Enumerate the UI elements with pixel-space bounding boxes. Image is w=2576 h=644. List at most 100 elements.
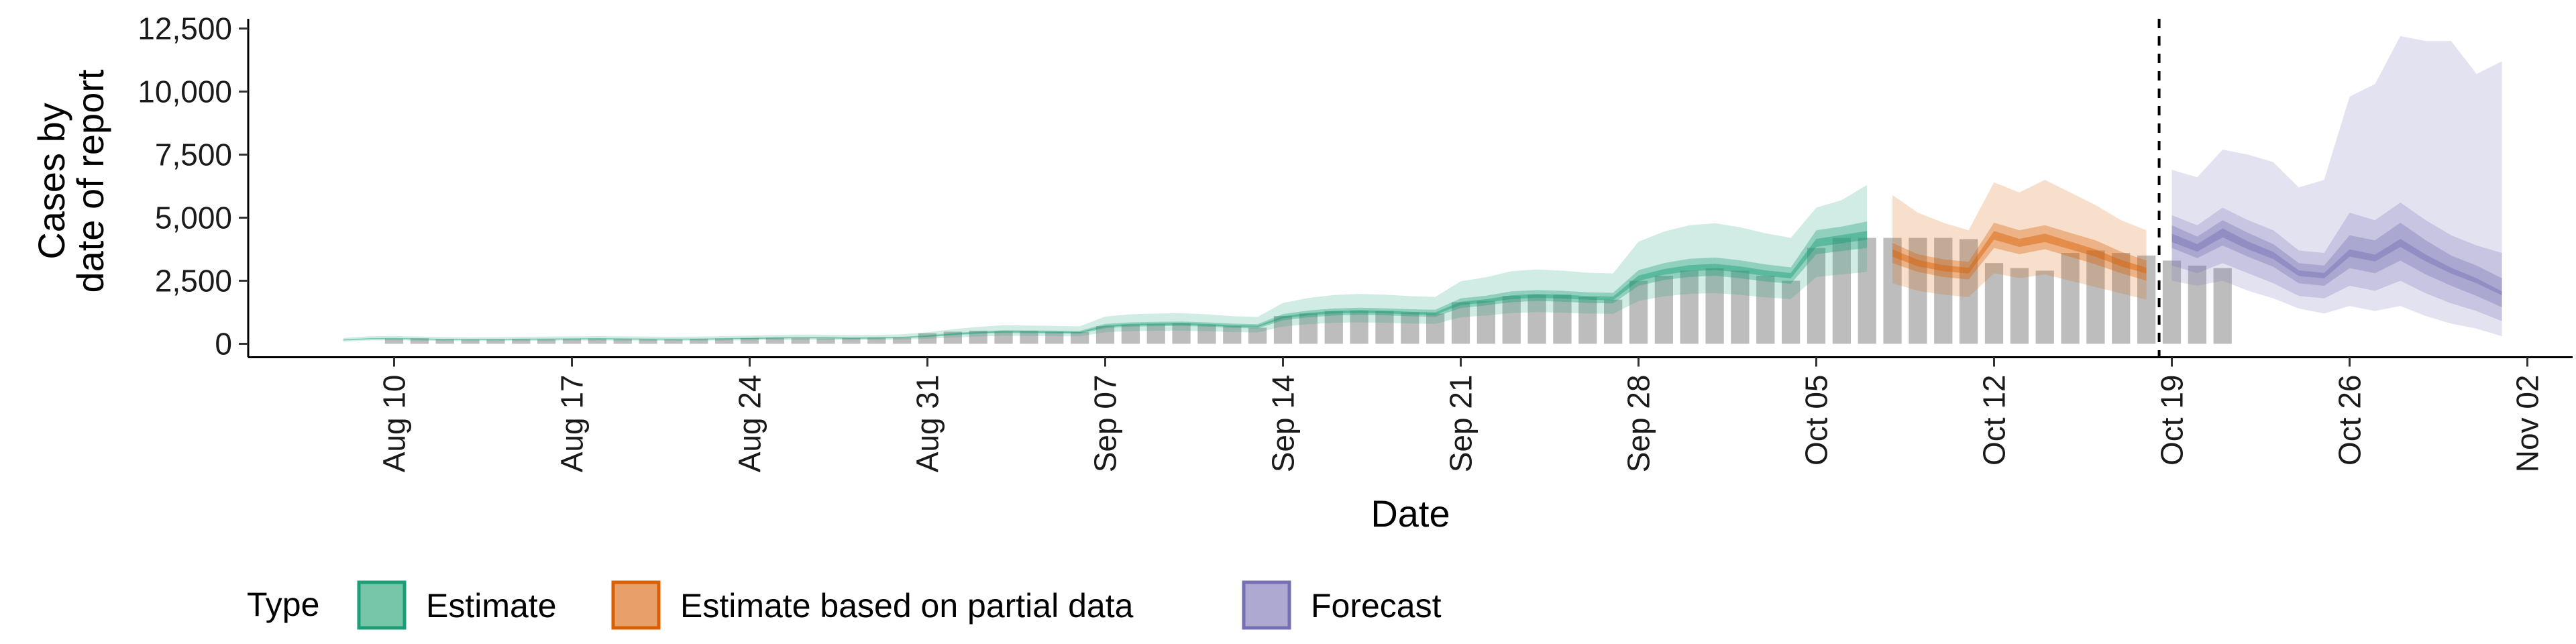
reported-cases-bar bbox=[715, 338, 734, 344]
reported-cases-bar bbox=[1299, 313, 1318, 344]
reported-cases-bar bbox=[1248, 327, 1267, 344]
legend-label: Estimate based on partial data bbox=[680, 587, 1134, 625]
reported-cases-bar bbox=[1832, 237, 1851, 344]
reported-cases-bar bbox=[1121, 324, 1140, 344]
y-tick-label: 10,000 bbox=[138, 74, 232, 109]
reported-cases-bars bbox=[384, 237, 2232, 344]
legend-label: Forecast bbox=[1311, 587, 1442, 625]
reported-cases-bar bbox=[1604, 299, 1623, 344]
reported-cases-bar bbox=[740, 337, 759, 344]
reported-cases-bar bbox=[2010, 268, 2029, 344]
legend-title: Type bbox=[247, 586, 319, 623]
reported-cases-bar bbox=[1629, 280, 1648, 344]
reported-cases-bar bbox=[1858, 237, 1876, 344]
reported-cases-bar bbox=[842, 337, 861, 344]
reported-cases-bar bbox=[1680, 270, 1699, 344]
reported-cases-bar bbox=[461, 339, 480, 344]
y-tick-label: 2,500 bbox=[155, 264, 232, 299]
reported-cases-bar bbox=[486, 339, 505, 344]
reported-cases-bar bbox=[1578, 297, 1597, 344]
reported-cases-bar bbox=[1071, 331, 1089, 344]
y-tick-label: 12,500 bbox=[138, 11, 232, 46]
x-tick-label: Oct 12 bbox=[1977, 375, 2012, 466]
reported-cases-bar bbox=[2086, 250, 2105, 344]
legend-swatch bbox=[1242, 580, 1291, 630]
reported-cases-bar bbox=[918, 333, 937, 344]
reported-cases-bar bbox=[1807, 248, 1826, 344]
reported-cases-bar bbox=[1477, 301, 1495, 344]
reported-cases-bar bbox=[2035, 270, 2054, 344]
reported-cases-bar bbox=[2188, 265, 2206, 344]
x-tick-label: Oct 26 bbox=[2332, 375, 2367, 466]
reported-cases-bar bbox=[1934, 237, 1953, 344]
legend-entries: Estimate Estimate based on partial data Fo… bbox=[357, 580, 1442, 630]
reported-cases-bar bbox=[1553, 294, 1572, 344]
y-axis-title-line-2: date of report bbox=[69, 69, 111, 293]
reported-cases-bar bbox=[1273, 316, 1293, 344]
reported-cases-bar bbox=[512, 339, 531, 344]
reported-cases-bar bbox=[816, 338, 835, 344]
reported-cases-bar bbox=[639, 339, 657, 344]
median-band bbox=[1892, 231, 2147, 274]
reported-cases-bar bbox=[1909, 237, 1927, 344]
x-tick-label: Sep 21 bbox=[1444, 375, 1479, 473]
reported-cases-bar bbox=[1451, 302, 1470, 344]
reported-cases-bar bbox=[943, 331, 962, 344]
x-tick-label: Sep 14 bbox=[1266, 375, 1301, 473]
series-estimate-based-on-partial-data bbox=[1892, 180, 2147, 300]
x-tick-label: Aug 31 bbox=[910, 375, 945, 473]
reported-cases-bar bbox=[613, 339, 632, 344]
reported-cases-bar bbox=[1756, 275, 1775, 344]
y-axis-ticks: 0 2,500 5,000 7,500 10,000 12,500 bbox=[138, 11, 248, 362]
reported-cases-bar bbox=[2112, 253, 2131, 344]
reported-cases-bar bbox=[2061, 253, 2080, 344]
reported-cases-bar bbox=[664, 339, 683, 344]
series-forecast bbox=[2171, 36, 2502, 337]
reported-cases-bar bbox=[690, 338, 708, 344]
reported-cases-bar bbox=[435, 339, 454, 344]
reported-cases-bar bbox=[2162, 260, 2182, 344]
x-axis-title: Date bbox=[1371, 492, 1450, 535]
reported-cases-bar bbox=[562, 338, 582, 344]
reported-cases-bar bbox=[1960, 239, 1978, 344]
reported-cases-bar bbox=[1172, 323, 1191, 344]
x-tick-label: Oct 19 bbox=[2155, 375, 2190, 466]
reported-cases-bar bbox=[994, 331, 1013, 344]
legend-label: Estimate bbox=[426, 587, 557, 625]
y-axis-title: Cases by date of report bbox=[30, 69, 111, 293]
legend: Type Estimate Estimate based on partial d… bbox=[247, 580, 1442, 630]
y-tick-label: 5,000 bbox=[155, 201, 232, 235]
reported-cases-bar bbox=[867, 337, 886, 344]
reported-cases-bar bbox=[1731, 270, 1750, 344]
reported-cases-bar bbox=[791, 338, 810, 344]
reported-cases-bar bbox=[1705, 268, 1724, 344]
reported-cases-bar bbox=[1324, 311, 1343, 344]
reported-cases-bar bbox=[765, 337, 784, 344]
reported-cases-bar bbox=[1197, 324, 1216, 344]
reported-cases-bar bbox=[1782, 280, 1801, 344]
series-estimate bbox=[343, 184, 1868, 342]
reported-cases-bar bbox=[1527, 294, 1546, 344]
reported-cases-bar bbox=[1984, 263, 2004, 344]
reported-cases-bar bbox=[1223, 326, 1242, 344]
x-tick-label: Aug 17 bbox=[555, 375, 590, 473]
reported-cases-bar bbox=[2213, 268, 2232, 344]
reported-cases-bar bbox=[537, 339, 556, 344]
reported-cases-bar bbox=[588, 338, 606, 344]
x-tick-label: Sep 28 bbox=[1621, 375, 1656, 473]
reported-cases-bar bbox=[1045, 331, 1064, 344]
reported-cases-bar bbox=[1146, 324, 1165, 344]
estimate-ribbons bbox=[343, 36, 2502, 342]
x-axis-ticks: Aug 10 Aug 17 Aug 24 Aug 31 Sep 07 Sep 14 Sep … bbox=[377, 357, 2545, 473]
reported-cases-bar bbox=[1375, 311, 1394, 344]
y-tick-label: 0 bbox=[215, 327, 232, 362]
reported-cases-bar bbox=[384, 338, 404, 344]
x-tick-label: Oct 05 bbox=[1799, 375, 1834, 466]
legend-swatch bbox=[611, 580, 661, 630]
reported-cases-bar bbox=[1095, 326, 1115, 344]
x-tick-label: Aug 24 bbox=[733, 375, 767, 473]
y-tick-label: 7,500 bbox=[155, 138, 232, 172]
reported-cases-bar bbox=[893, 337, 912, 344]
